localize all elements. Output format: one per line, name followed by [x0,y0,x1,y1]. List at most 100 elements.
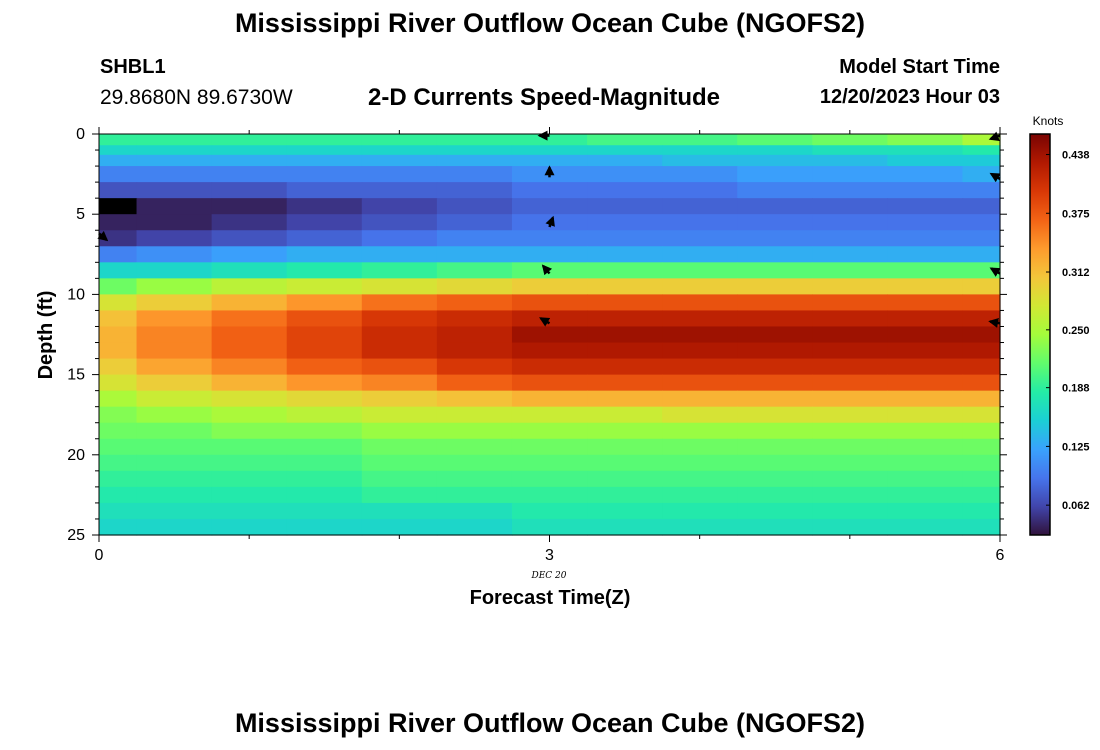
heatmap-cell [662,262,738,279]
heatmap-cell [887,262,964,279]
heatmap-cell [361,438,438,456]
heatmap-cell [436,182,513,199]
heatmap-cell [211,438,288,456]
heatmap-cell [361,326,438,344]
colorbar-tick-label: 0.062 [1062,500,1090,512]
heatmap-cell [211,230,288,247]
heatmap-cell [511,438,588,456]
heatmap-cell [737,166,813,183]
heatmap-cell [99,326,138,344]
heatmap-cell [136,214,213,231]
heatmap-cell [737,390,813,408]
heatmap-cell [812,134,888,146]
heatmap-cell [812,326,888,344]
heatmap-cell [962,342,1001,360]
heatmap-cell [136,486,213,504]
heatmap-cell [511,326,588,344]
heatmap-cell [812,145,888,156]
heatmap-cell [962,486,1001,504]
heatmap-cell [361,246,438,263]
heatmap-cell [436,214,513,231]
heatmap-cell [436,406,513,424]
colorbar-tick-label: 0.312 [1062,267,1090,279]
heatmap-cell [136,406,213,424]
main-title: Mississippi River Outflow Ocean Cube (NG… [234,8,866,38]
heatmap-cell [737,358,813,376]
heatmap-cell [587,134,663,146]
heatmap-cell [436,310,513,328]
heatmap-cell [99,310,138,328]
heatmap-cell [361,358,438,376]
current-vector-arrow [97,230,109,242]
heatmap-cell [587,294,663,312]
heatmap-cell [662,166,738,183]
heatmap-cell [211,166,288,183]
heatmap-cell [436,145,513,156]
heatmap-cell [662,502,738,520]
heatmap-cell [587,262,663,279]
current-vector-arrow [988,131,1001,141]
heatmap-cell [436,278,513,295]
heatmap-cell [436,438,513,456]
heatmap-cell [887,166,964,183]
y-tick-label: 10 [67,286,85,303]
heatmap-cell [286,182,363,199]
heatmap-cell [662,422,738,440]
heatmap-cell [887,182,964,199]
heatmap-cell [286,310,363,328]
y-axis-label: Depth (ft) [35,291,57,380]
heatmap-cell [887,294,964,312]
heatmap-cell [662,358,738,376]
heatmap-cell [812,182,888,199]
heatmap-cell [136,182,213,199]
heatmap-cell [436,262,513,279]
colorbar-ticks: 0.062 0.125 0.188 0.250 0.312 0.375 0.438 [1046,150,1090,512]
heatmap-cell [99,262,138,279]
heatmap-cell [211,406,288,424]
heatmap-cell [511,154,588,167]
heatmap-cell [286,342,363,360]
heatmap-cell [587,422,663,440]
colorbar: Knots 0.062 0.125 0.188 0.250 0.312 0.375 0.43… [1029,114,1090,536]
heatmap-cell [211,422,288,440]
heatmap-cell [136,470,213,488]
heatmap-cell [361,230,438,247]
heatmap-cell [737,518,813,536]
heatmap-cell [887,470,964,488]
heatmap-cell [587,518,663,536]
heatmap-cell [99,182,138,199]
current-vector-arrow [541,264,553,276]
heatmap-cell [99,342,138,360]
current-vectors [97,130,1001,328]
heatmap-cell [99,198,138,215]
heatmap-cell [962,390,1001,408]
heatmap-cell [737,214,813,231]
heatmap-cell [511,198,588,215]
heatmap-cell [662,246,738,263]
heatmap-cell [436,246,513,263]
heatmap-cell [286,422,363,440]
heatmap-cell [962,134,1001,146]
heatmap-cell [587,145,663,156]
heatmap-cell [812,422,888,440]
heatmap-cell [436,342,513,360]
heatmap-cell [511,470,588,488]
heatmap-cell [737,134,813,146]
colorbar-tick-label: 0.125 [1062,441,1090,453]
heatmap-cell [962,166,1001,183]
heatmap-cell [211,358,288,376]
heatmap-cell [99,145,138,156]
model-start-value: 12/20/2023 Hour 03 [819,86,1000,108]
heatmap-cell [436,454,513,472]
heatmap-cell [812,406,888,424]
heatmap-cell [436,374,513,392]
heatmap-cell [887,214,964,231]
colorbar-label: Knots [1033,114,1064,128]
heatmap-cell [436,230,513,247]
heatmap-cell [887,438,964,456]
heatmap-cell [737,438,813,456]
heatmap-cell [136,278,213,295]
heatmap-cell [511,502,588,520]
heatmap-cell [662,438,738,456]
heatmap-cell [887,518,964,536]
